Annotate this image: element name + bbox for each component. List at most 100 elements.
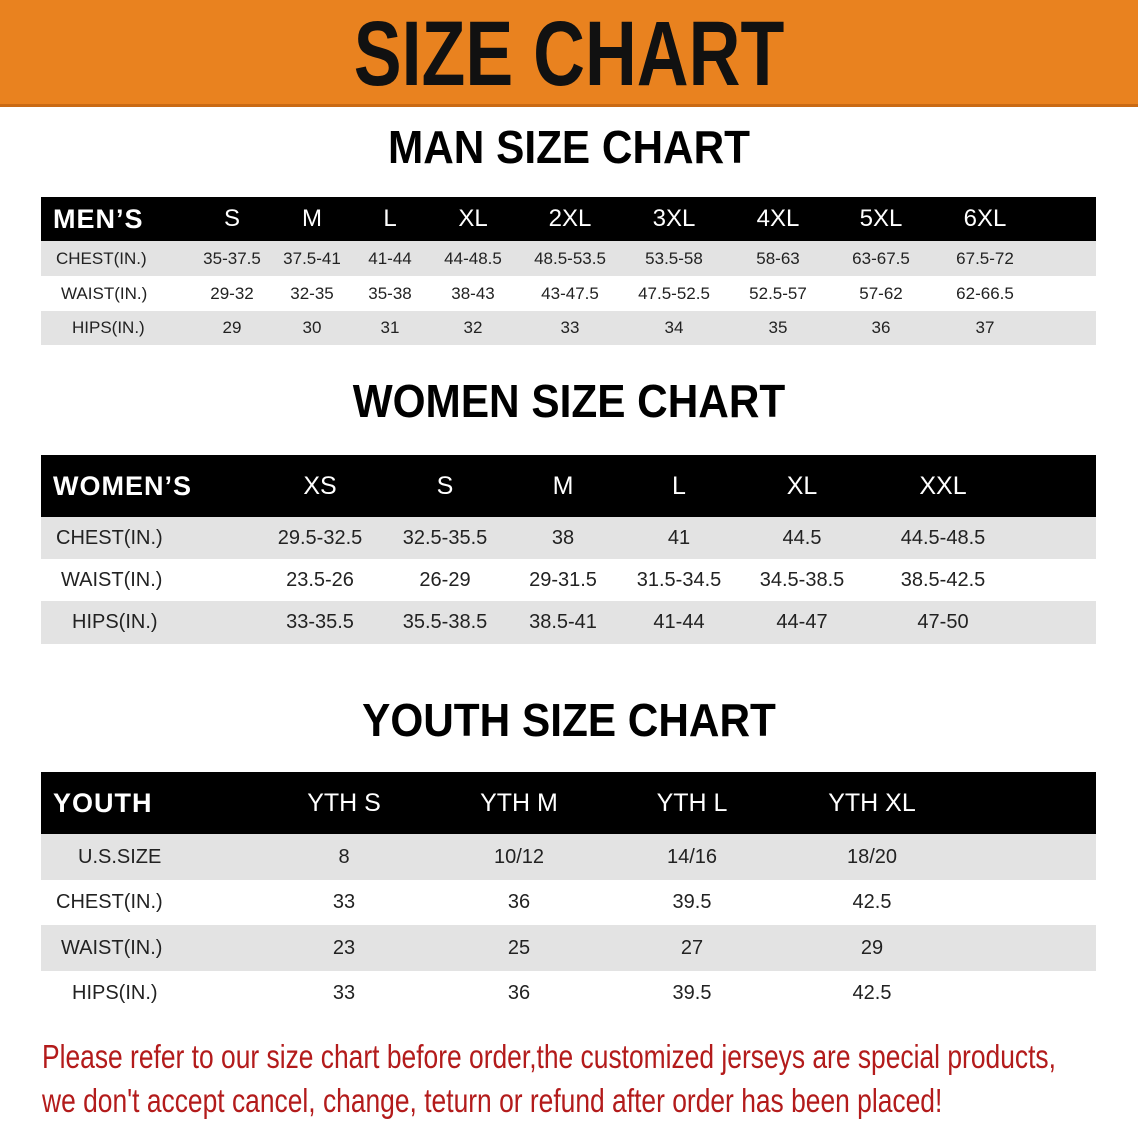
table-cell: 39.5 xyxy=(672,891,712,913)
table-cell: 29-31.5 xyxy=(529,569,597,591)
size-header: XL xyxy=(458,205,488,232)
table-cell: 41-44 xyxy=(368,249,412,268)
row-label: CHEST(IN.) xyxy=(56,891,163,913)
table-cell: 38 xyxy=(551,527,575,549)
table-cell: 44-48.5 xyxy=(444,249,502,268)
table-cell: 29-32 xyxy=(210,284,254,303)
youth-section-title: YOUTH SIZE CHART xyxy=(362,694,776,746)
banner: SIZE CHART xyxy=(0,0,1138,107)
table-cell: 33 xyxy=(332,891,356,913)
row-label: CHEST(IN.) xyxy=(56,249,147,268)
table-row: HIPS(IN.) 33 36 39.5 42.5 xyxy=(41,971,1096,1016)
row-label: WAIST(IN.) xyxy=(61,569,163,591)
table-cell: 52.5-57 xyxy=(749,284,807,303)
size-header: S xyxy=(436,472,454,500)
table-cell: 63-67.5 xyxy=(852,249,910,268)
table-row: CHEST(IN.) 35-37.5 37.5-41 41-44 44-48.5 48.5… xyxy=(41,241,1096,276)
table-cell: 42.5 xyxy=(852,982,892,1004)
banner-title: SIZE CHART xyxy=(353,3,785,105)
size-header: YTH M xyxy=(480,789,558,817)
table-cell: 31 xyxy=(380,318,400,337)
table-cell: 42.5 xyxy=(852,891,892,913)
men-size-table: MEN’S S M L XL 2XL 3XL 4XL 5XL 6XL CHEST(IN.) 35-37… xyxy=(41,197,1096,345)
notice-line-1: Please refer to our size chart before or… xyxy=(42,1038,1056,1075)
table-cell: 37.5-41 xyxy=(283,249,341,268)
size-header: S xyxy=(223,205,241,232)
table-cell: 39.5 xyxy=(672,982,712,1004)
table-cell: 30 xyxy=(302,318,322,337)
row-label: HIPS(IN.) xyxy=(72,318,145,337)
table-cell: 36 xyxy=(507,982,531,1004)
table-cell: 53.5-58 xyxy=(645,249,703,268)
table-cell: 67.5-72 xyxy=(956,249,1014,268)
table-cell: 33 xyxy=(332,982,356,1004)
table-row: WAIST(IN.) 23 25 27 29 xyxy=(41,925,1096,971)
table-cell: 58-63 xyxy=(756,249,800,268)
size-header: L xyxy=(672,472,686,500)
table-cell: 26-29 xyxy=(419,569,471,591)
table-cell: 23 xyxy=(332,937,356,959)
size-header: L xyxy=(383,205,397,232)
size-header: 5XL xyxy=(859,205,903,232)
header-label: MEN’S xyxy=(53,204,144,234)
row-label: HIPS(IN.) xyxy=(72,982,158,1004)
size-header: 6XL xyxy=(963,205,1007,232)
size-header: XXL xyxy=(919,472,967,500)
table-cell: 38.5-41 xyxy=(529,611,597,633)
youth-header-row: YOUTH YTH S YTH M YTH L YTH XL xyxy=(41,772,1096,834)
table-cell: 47-50 xyxy=(917,611,969,633)
size-header: 2XL xyxy=(548,205,592,232)
table-cell: 62-66.5 xyxy=(956,284,1014,303)
table-cell: 14/16 xyxy=(666,846,718,868)
table-cell: 35.5-38.5 xyxy=(402,611,488,633)
table-row: U.S.SIZE 8 10/12 14/16 18/20 xyxy=(41,834,1096,880)
table-row: WAIST(IN.) 29-32 32-35 35-38 38-43 43-47.5 47.… xyxy=(41,276,1096,311)
row-label: HIPS(IN.) xyxy=(72,611,158,633)
row-label: U.S.SIZE xyxy=(78,846,162,868)
table-cell: 23.5-26 xyxy=(286,569,354,591)
table-cell: 33 xyxy=(560,318,580,337)
men-section-title: MAN SIZE CHART xyxy=(387,121,751,173)
table-cell: 36 xyxy=(507,891,531,913)
table-cell: 29.5-32.5 xyxy=(277,527,363,549)
table-cell: 8 xyxy=(338,846,350,868)
table-cell: 41-44 xyxy=(653,611,705,633)
women-size-table: WOMEN’S XS S M L XL XXL CHEST(IN.) 29.5-32.5 32.5… xyxy=(41,455,1096,644)
table-cell: 29 xyxy=(860,937,884,959)
table-cell: 35 xyxy=(768,318,788,337)
size-header: M xyxy=(302,205,322,232)
size-header: XL xyxy=(786,472,818,500)
table-cell: 37 xyxy=(975,318,995,337)
table-cell: 29 xyxy=(222,318,242,337)
size-header: 3XL xyxy=(652,205,696,232)
table-cell: 44.5 xyxy=(782,527,822,549)
table-cell: 33-35.5 xyxy=(286,611,354,633)
table-cell: 44.5-48.5 xyxy=(900,527,986,549)
table-row: HIPS(IN.) 29 30 31 32 33 34 35 36 37 xyxy=(41,311,1096,345)
table-cell: 44-47 xyxy=(776,611,828,633)
table-cell: 48.5-53.5 xyxy=(534,249,606,268)
size-header: 4XL xyxy=(756,205,800,232)
table-cell: 35-38 xyxy=(368,284,412,303)
table-cell: 34 xyxy=(664,318,684,337)
table-cell: 25 xyxy=(507,937,531,959)
table-cell: 31.5-34.5 xyxy=(636,569,722,591)
table-row: CHEST(IN.) 29.5-32.5 32.5-35.5 38 41 44.5 44.5… xyxy=(41,517,1096,559)
row-label: WAIST(IN.) xyxy=(61,937,163,959)
size-header: YTH S xyxy=(307,789,381,817)
notice-line-2: we don't accept cancel, change, teturn o… xyxy=(42,1082,943,1119)
men-header-row: MEN’S S M L XL 2XL 3XL 4XL 5XL 6XL xyxy=(41,197,1096,241)
header-label: YOUTH xyxy=(53,788,153,818)
table-row: CHEST(IN.) 33 36 39.5 42.5 xyxy=(41,880,1096,925)
size-header: YTH L xyxy=(656,789,728,817)
table-cell: 34.5-38.5 xyxy=(759,569,845,591)
women-header-row: WOMEN’S XS S M L XL XXL xyxy=(41,455,1096,517)
table-row: WAIST(IN.) 23.5-26 26-29 29-31.5 31.5-34.5 34… xyxy=(41,559,1096,601)
table-cell: 36 xyxy=(871,318,891,337)
row-label: CHEST(IN.) xyxy=(56,527,163,549)
header-label: WOMEN’S xyxy=(53,471,192,501)
table-cell: 57-62 xyxy=(859,284,903,303)
size-header: YTH XL xyxy=(828,789,916,817)
table-cell: 18/20 xyxy=(846,846,898,868)
table-cell: 38-43 xyxy=(451,284,495,303)
